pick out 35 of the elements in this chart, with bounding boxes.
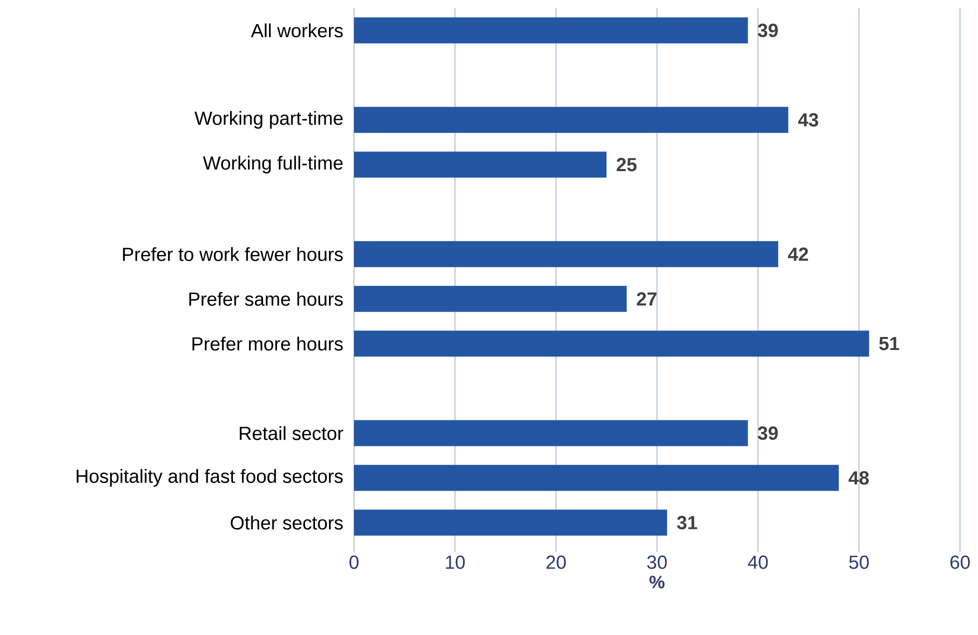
bar: [354, 420, 748, 446]
bar: [354, 286, 627, 312]
data-label: 25: [616, 158, 637, 172]
data-label: 39: [758, 426, 778, 440]
data-label: 39: [758, 24, 778, 38]
data-label: 27: [636, 292, 656, 306]
y-tick-label: Other sectors: [230, 516, 343, 530]
data-label: 42: [788, 248, 808, 261]
y-tick-label: Working part-time: [194, 111, 343, 129]
bar: [354, 152, 606, 178]
y-tick-label: Retail sector: [240, 426, 344, 440]
y-tick-label: Working full-time: [202, 156, 343, 174]
bar: [354, 330, 870, 357]
data-label: 43: [798, 113, 818, 127]
bar: [354, 510, 668, 536]
x-tick-label: 40: [748, 556, 768, 569]
x-tick-label: 10: [446, 556, 465, 569]
y-tick-label: Prefer same hours: [189, 292, 343, 306]
data-label: 31: [677, 516, 698, 530]
x-tick-label: 30: [647, 556, 667, 569]
bar: [354, 17, 748, 44]
x-tick-label: 50: [849, 556, 869, 569]
data-label: 48: [848, 471, 869, 485]
x-axis-title: %: [649, 576, 664, 588]
bar: [354, 106, 788, 133]
y-tick-label: All workers: [250, 23, 343, 38]
x-tick-label: 20: [546, 556, 566, 569]
y-tick-label: Prefer to work fewer hours: [123, 247, 343, 262]
y-tick-label: Hospitality and fast food sectors: [76, 469, 343, 487]
bar: [354, 464, 839, 491]
bar: [354, 241, 778, 268]
y-tick-label: Prefer more hours: [192, 336, 343, 351]
x-tick-label: 60: [950, 556, 970, 569]
x-tick-label: 0: [349, 556, 359, 569]
data-label: 51: [879, 337, 900, 350]
